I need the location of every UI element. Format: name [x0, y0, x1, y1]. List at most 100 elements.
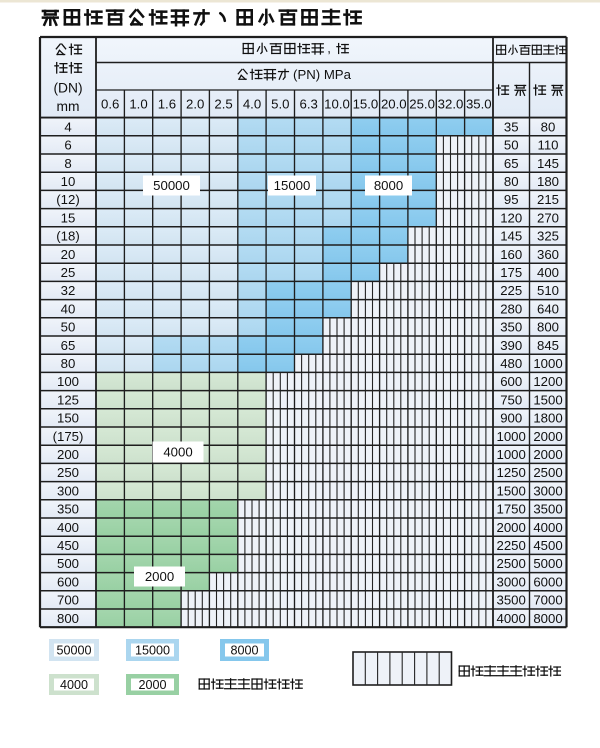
svg-text:500: 500: [57, 556, 79, 571]
svg-text:160: 160: [500, 247, 522, 262]
svg-text:(PN) MPa: (PN) MPa: [293, 67, 352, 82]
svg-text:1.6: 1.6: [158, 96, 176, 111]
svg-text:180: 180: [537, 174, 559, 189]
svg-text:300: 300: [57, 483, 79, 498]
svg-text:390: 390: [500, 338, 522, 353]
svg-text:4000: 4000: [533, 520, 562, 535]
svg-text:1000: 1000: [497, 447, 526, 462]
svg-text:280: 280: [500, 301, 522, 316]
svg-text:2500: 2500: [497, 556, 526, 571]
svg-text:100: 100: [57, 374, 79, 389]
svg-text:110: 110: [537, 138, 558, 153]
svg-text:10: 10: [61, 174, 76, 189]
svg-text:25: 25: [61, 265, 76, 280]
svg-text:15.0: 15.0: [353, 96, 379, 111]
svg-text:3000: 3000: [533, 483, 562, 498]
svg-text:800: 800: [57, 611, 79, 626]
svg-text:5000: 5000: [533, 556, 562, 571]
svg-text:125: 125: [57, 392, 79, 407]
svg-text:20: 20: [61, 247, 76, 262]
svg-text:65: 65: [504, 156, 519, 171]
svg-text:750: 750: [500, 392, 522, 407]
svg-text:845: 845: [537, 338, 559, 353]
svg-text:8: 8: [64, 156, 71, 171]
svg-text:2500: 2500: [533, 465, 562, 480]
svg-text:250: 250: [57, 465, 79, 480]
svg-text:510: 510: [537, 283, 559, 298]
svg-text:1750: 1750: [497, 502, 526, 517]
svg-text:35: 35: [504, 119, 519, 134]
svg-text:600: 600: [500, 374, 522, 389]
svg-text:35.0: 35.0: [466, 96, 492, 111]
svg-text:15000: 15000: [274, 178, 311, 193]
svg-text:6.3: 6.3: [300, 96, 318, 111]
svg-text:4000: 4000: [163, 445, 192, 460]
svg-text:80: 80: [541, 119, 556, 134]
svg-text:350: 350: [500, 320, 522, 335]
svg-text:215: 215: [537, 192, 559, 207]
svg-text:400: 400: [57, 520, 79, 535]
svg-text:1500: 1500: [497, 483, 526, 498]
svg-text:95: 95: [504, 192, 519, 207]
svg-text:32.0: 32.0: [438, 96, 464, 111]
svg-text:2250: 2250: [497, 538, 526, 553]
svg-text:80: 80: [504, 174, 519, 189]
svg-text:,: ,: [327, 41, 331, 56]
svg-text:20.0: 20.0: [381, 96, 407, 111]
svg-text:3000: 3000: [497, 574, 526, 589]
svg-text:270: 270: [537, 210, 559, 225]
svg-text:225: 225: [500, 283, 522, 298]
svg-text:1.0: 1.0: [129, 96, 147, 111]
svg-text:4000: 4000: [60, 678, 88, 692]
svg-text:65: 65: [61, 338, 76, 353]
svg-text:(175): (175): [53, 429, 84, 444]
svg-text:450: 450: [57, 538, 79, 553]
svg-text:4500: 4500: [533, 538, 562, 553]
svg-text:4: 4: [64, 119, 71, 134]
svg-text:3500: 3500: [533, 502, 562, 517]
svg-text:6000: 6000: [533, 574, 562, 589]
svg-text:50000: 50000: [153, 178, 190, 193]
svg-text:(DN): (DN): [53, 80, 82, 95]
svg-text:32: 32: [61, 283, 76, 298]
svg-text:900: 900: [500, 411, 522, 426]
svg-text:10.0: 10.0: [324, 96, 350, 111]
svg-text:2000: 2000: [533, 447, 562, 462]
svg-text:800: 800: [537, 320, 559, 335]
svg-text:2000: 2000: [138, 678, 166, 692]
svg-text:1000: 1000: [497, 429, 526, 444]
svg-text:2000: 2000: [145, 569, 174, 584]
svg-text:6: 6: [64, 138, 71, 153]
svg-text:15000: 15000: [135, 643, 170, 657]
svg-text:400: 400: [537, 265, 559, 280]
svg-text:150: 150: [57, 411, 79, 426]
svg-text:mm: mm: [57, 99, 80, 114]
svg-text:175: 175: [500, 265, 522, 280]
svg-text:360: 360: [537, 247, 559, 262]
svg-text:25.0: 25.0: [409, 96, 435, 111]
svg-text:50000: 50000: [56, 643, 91, 657]
svg-text:0.6: 0.6: [101, 96, 119, 111]
svg-text:1800: 1800: [533, 411, 562, 426]
svg-text:2000: 2000: [497, 520, 526, 535]
svg-text:2000: 2000: [533, 429, 562, 444]
svg-text:1250: 1250: [497, 465, 526, 480]
svg-text:145: 145: [537, 156, 559, 171]
svg-text:600: 600: [57, 574, 79, 589]
svg-text:1200: 1200: [533, 374, 562, 389]
svg-text:15: 15: [61, 210, 76, 225]
svg-text:120: 120: [500, 210, 522, 225]
svg-text:1000: 1000: [533, 356, 562, 371]
svg-text:325: 325: [537, 229, 559, 244]
svg-text:3500: 3500: [497, 593, 526, 608]
svg-text:5.0: 5.0: [271, 96, 289, 111]
svg-text:350: 350: [57, 502, 79, 517]
svg-text:145: 145: [500, 229, 522, 244]
svg-text:2.0: 2.0: [186, 96, 204, 111]
svg-text:8000: 8000: [230, 643, 258, 657]
svg-text:700: 700: [57, 593, 79, 608]
svg-text:80: 80: [61, 356, 76, 371]
svg-text:1500: 1500: [533, 392, 562, 407]
svg-text:50: 50: [504, 138, 519, 153]
svg-text:8000: 8000: [533, 611, 562, 626]
